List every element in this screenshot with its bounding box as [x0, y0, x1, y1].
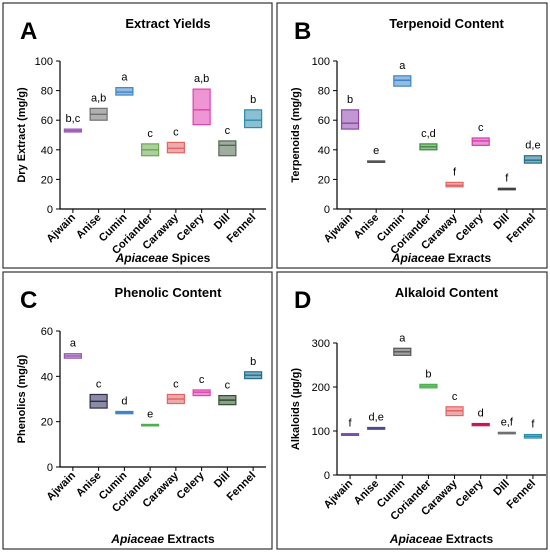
chart-title: Alkaloid Content: [395, 285, 499, 300]
x-axis-label-rest: Exracts: [445, 251, 492, 265]
significance-letter: a,b: [91, 92, 106, 104]
y-tick-label: 20: [41, 417, 53, 429]
y-tick-label: 80: [41, 86, 53, 98]
significance-letter: b: [250, 94, 256, 106]
significance-letter: a: [399, 332, 406, 344]
significance-letter: e: [147, 408, 153, 420]
panel-frame: [2, 271, 273, 550]
significance-letter: d: [478, 408, 484, 420]
y-tick-label: 40: [318, 145, 330, 157]
y-tick-label: 40: [41, 371, 53, 383]
significance-letter: c: [225, 125, 231, 137]
bar: [166, 141, 185, 154]
y-tick-label: 100: [312, 56, 330, 68]
x-axis-label: Apiaceae Spices: [115, 251, 211, 265]
x-axis-label-rest: Extracts: [164, 532, 215, 546]
significance-letter: c: [478, 122, 484, 134]
panel-b: B Terpenoid Content 0 20 40 60 80 100 Terpenoids…: [276, 2, 548, 269]
x-axis-label-italic: Apiaceae: [391, 251, 445, 265]
panel-a: A Extract Yields 0 20 40 60 80 100 Dry Extract (…: [2, 2, 273, 269]
chart-title: Extract Yields: [125, 16, 210, 31]
y-axis-label: Terpenoids (mg/g): [290, 87, 302, 182]
significance-letter: a: [399, 60, 406, 72]
significance-letter: c,d: [421, 128, 436, 140]
y-tick-label: 40: [41, 145, 53, 157]
y-tick-label: 60: [41, 326, 53, 338]
x-axis-label-rest: Spices: [168, 251, 210, 265]
bar: [115, 87, 134, 96]
y-axis-label: Dry Extract (mg/g): [16, 87, 28, 183]
y-tick-label: 20: [41, 174, 53, 186]
significance-letter: c: [173, 126, 179, 138]
bar: [218, 140, 237, 157]
significance-letter: f: [505, 172, 509, 184]
bar: [471, 137, 490, 146]
significance-letter: d: [121, 395, 127, 407]
significance-letter: d,e: [369, 411, 384, 423]
significance-letter: a: [121, 72, 128, 84]
y-tick-label: 0: [324, 204, 330, 216]
significance-letter: b,c: [66, 113, 81, 125]
panel-letter: B: [294, 18, 311, 45]
y-tick-label: 100: [312, 426, 330, 438]
x-axis-label-italic: Apiaceae: [389, 532, 443, 546]
significance-letter: f: [453, 166, 457, 178]
bar: [244, 109, 263, 129]
x-axis-label-rest: Extracts: [443, 532, 494, 546]
significance-letter: c: [173, 378, 179, 390]
y-axis-label: Phenolics (mg/g): [16, 354, 28, 443]
y-tick-label: 300: [312, 338, 330, 350]
bar: [393, 75, 412, 87]
bar: [523, 155, 543, 164]
panel-frame: [276, 271, 548, 550]
y-tick-label: 200: [312, 382, 330, 394]
chart-title: Terpenoid Content: [389, 16, 504, 31]
panel-letter: A: [20, 18, 37, 45]
y-tick-label: 0: [47, 204, 53, 216]
bar: [445, 181, 464, 188]
x-axis-label-italic: Apiaceae: [115, 251, 169, 265]
y-tick-label: 100: [35, 56, 53, 68]
bar: [340, 109, 360, 130]
significance-letter: b: [250, 356, 256, 368]
chart-title: Phenolic Content: [115, 285, 223, 300]
significance-letter: c: [199, 374, 205, 386]
y-tick-label: 80: [318, 86, 330, 98]
x-axis-label: Apiaceae Extracts: [389, 532, 494, 546]
y-tick-label: 0: [324, 470, 330, 482]
significance-letter: c: [225, 380, 231, 392]
x-axis-label: Apiaceae Exracts: [391, 251, 492, 265]
y-tick-label: 60: [41, 115, 53, 127]
significance-letter: b: [347, 94, 353, 106]
significance-letter: e: [373, 145, 379, 157]
significance-letter: b: [425, 368, 431, 380]
significance-letter: e,f: [501, 416, 514, 428]
panel-letter: C: [20, 287, 37, 314]
y-axis-label: Alkaloids (µg/g): [290, 368, 302, 450]
significance-letter: d,e: [525, 140, 540, 152]
panel-c: C Phenolic Content 0 20 40 60 Phenolics (mg/g)…: [2, 271, 273, 550]
panel-frame: [2, 2, 273, 269]
significance-letter: a: [70, 338, 77, 350]
panel-letter: D: [294, 287, 311, 314]
significance-letter: f: [531, 419, 535, 431]
significance-letter: c: [147, 128, 153, 140]
y-tick-label: 60: [318, 115, 330, 127]
y-tick-label: 0: [47, 462, 53, 474]
significance-letter: f: [349, 418, 353, 430]
panel-d: D Alkaloid Content 0 100 200 300 Alkaloids (µg…: [276, 271, 548, 550]
significance-letter: c: [452, 391, 458, 403]
significance-letter: c: [96, 378, 102, 390]
panel-frame: [276, 2, 548, 269]
y-tick-label: 20: [318, 174, 330, 186]
bar: [192, 88, 211, 126]
significance-letter: a,b: [194, 73, 209, 85]
x-axis-label: Apiaceae Extracts: [110, 532, 215, 546]
x-axis-label-italic: Apiaceae: [110, 532, 164, 546]
